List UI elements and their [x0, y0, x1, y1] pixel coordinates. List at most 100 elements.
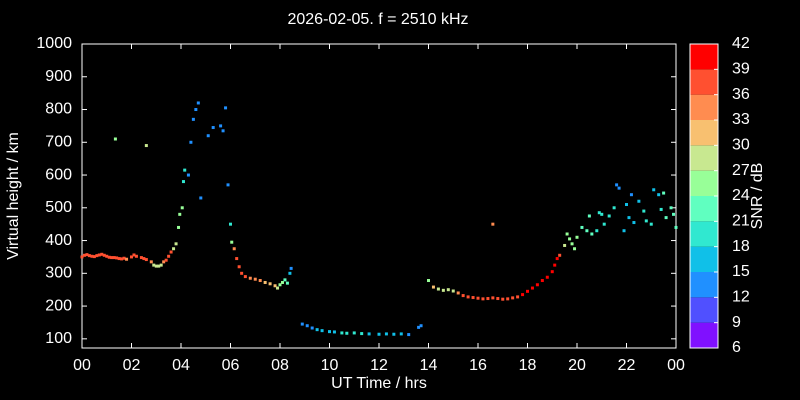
data-point [662, 191, 666, 195]
data-point [219, 124, 223, 128]
colorbar-band [690, 170, 718, 196]
data-point [315, 328, 319, 332]
colorbar-tick-label: 21 [732, 213, 750, 230]
data-point [181, 180, 185, 184]
data-point [526, 289, 529, 293]
data-point [595, 229, 599, 233]
data-point [95, 254, 99, 258]
data-point [441, 288, 445, 292]
data-point [352, 331, 356, 335]
data-point [461, 294, 465, 298]
data-point [360, 332, 364, 336]
data-point [139, 256, 143, 260]
data-point [110, 256, 114, 260]
data-point [273, 284, 277, 288]
data-point [399, 332, 403, 336]
data-point [642, 209, 646, 213]
chart-title: 2026-02-05. f = 2510 kHz [287, 11, 468, 28]
data-point [585, 229, 589, 233]
data-point [113, 137, 117, 141]
data-point [100, 252, 104, 256]
data-point [607, 214, 611, 218]
data-point [80, 255, 84, 259]
data-point [87, 254, 91, 258]
y-tick-label: 200 [45, 297, 72, 314]
data-point [332, 330, 336, 334]
x-tick-label: 10 [321, 357, 339, 374]
data-point [224, 106, 228, 110]
data-point [392, 332, 396, 336]
data-point [159, 263, 163, 267]
colorbar-tick-label: 12 [732, 289, 750, 306]
colorbar-band [690, 297, 718, 323]
colorbar-band [690, 322, 718, 348]
data-point [672, 212, 676, 216]
x-axis-label: UT Time / hrs [331, 375, 427, 392]
data-point [649, 222, 653, 226]
data-point [491, 222, 495, 226]
y-tick-label: 600 [45, 166, 72, 183]
data-point [558, 253, 562, 257]
data-point [172, 247, 176, 251]
colorbar-tick-label: 6 [732, 339, 741, 356]
data-point [419, 324, 423, 328]
colorbar-band [690, 272, 718, 298]
y-tick-label: 300 [45, 265, 72, 282]
data-point [232, 247, 236, 251]
data-point [92, 255, 96, 259]
data-point [451, 289, 455, 293]
data-point [199, 196, 203, 200]
plot-frame [81, 43, 677, 349]
data-point [540, 279, 544, 283]
data-point [237, 265, 241, 269]
data-point [253, 277, 257, 281]
data-point [134, 254, 138, 258]
data-point [132, 253, 136, 257]
data-point [516, 295, 520, 299]
data-point [189, 140, 193, 144]
colorbar-tick-label: 42 [732, 35, 750, 52]
data-point [278, 283, 282, 287]
data-point [180, 206, 184, 210]
colorbar-tick-label: 30 [732, 137, 750, 154]
data-point [417, 325, 421, 329]
data-point [122, 256, 126, 260]
data-point [240, 271, 244, 275]
data-point [226, 183, 230, 187]
colorbar-tick-label: 9 [732, 314, 741, 331]
data-point [117, 257, 121, 261]
colorbar-band [690, 196, 718, 222]
y-tick-label: 400 [45, 232, 72, 249]
data-point [328, 330, 331, 334]
data-point [206, 134, 210, 138]
data-point [191, 117, 195, 121]
data-point [112, 256, 116, 260]
data-point [496, 297, 500, 301]
data-point [632, 221, 636, 225]
data-point [289, 266, 293, 270]
data-point [268, 282, 272, 286]
x-tick-label: 14 [420, 357, 438, 374]
x-tick-label: 20 [568, 357, 586, 374]
data-point [345, 331, 349, 335]
colorbar-band [690, 69, 718, 95]
data-point [511, 296, 515, 300]
data-point [174, 242, 178, 246]
data-point [555, 257, 559, 261]
data-point [169, 250, 173, 254]
data-point [120, 257, 124, 261]
data-point [144, 144, 148, 148]
data-point [597, 211, 601, 215]
data-point [248, 276, 252, 280]
x-tick-label: 00 [73, 357, 91, 374]
data-point [377, 332, 381, 336]
data-point [105, 254, 109, 258]
data-point [115, 256, 119, 260]
colorbar-tick-label: 27 [732, 162, 750, 179]
x-tick-label: 02 [123, 357, 141, 374]
data-point [144, 258, 148, 262]
data-point [177, 225, 181, 229]
colorbar-tick-label: 39 [732, 61, 750, 78]
data-point [167, 254, 171, 258]
data-point [107, 255, 111, 259]
